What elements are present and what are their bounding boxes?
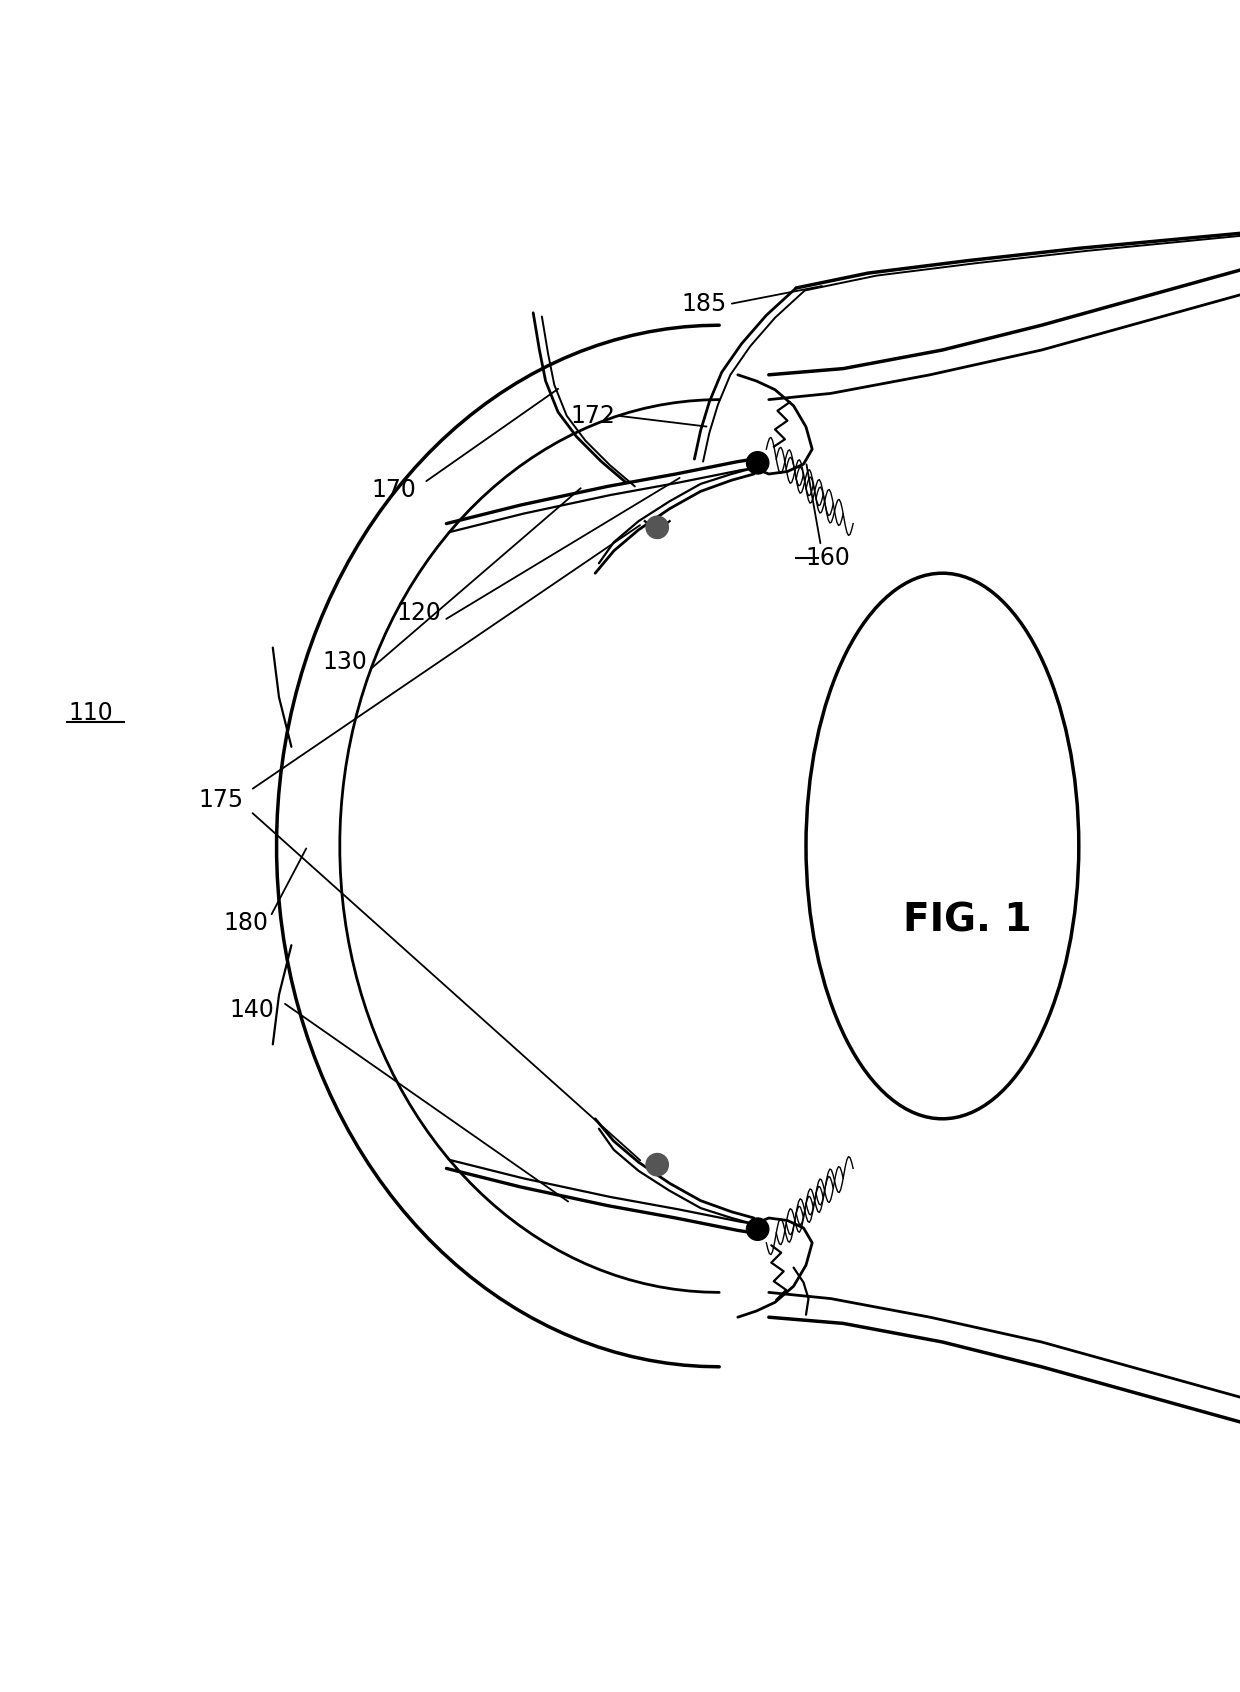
Text: 185: 185 (682, 293, 727, 316)
Circle shape (646, 1154, 668, 1176)
Text: 130: 130 (322, 650, 367, 675)
Text: 120: 120 (397, 601, 441, 624)
Ellipse shape (806, 574, 1079, 1118)
Text: 110: 110 (68, 700, 113, 726)
Text: 160: 160 (806, 547, 851, 570)
Text: 170: 170 (372, 479, 417, 503)
Text: 140: 140 (229, 998, 274, 1022)
Text: 175: 175 (198, 788, 243, 812)
Text: FIG. 1: FIG. 1 (903, 902, 1032, 939)
Circle shape (746, 452, 769, 474)
Text: 180: 180 (223, 910, 268, 936)
Circle shape (646, 516, 668, 538)
Circle shape (746, 1218, 769, 1240)
Text: 172: 172 (570, 404, 615, 428)
